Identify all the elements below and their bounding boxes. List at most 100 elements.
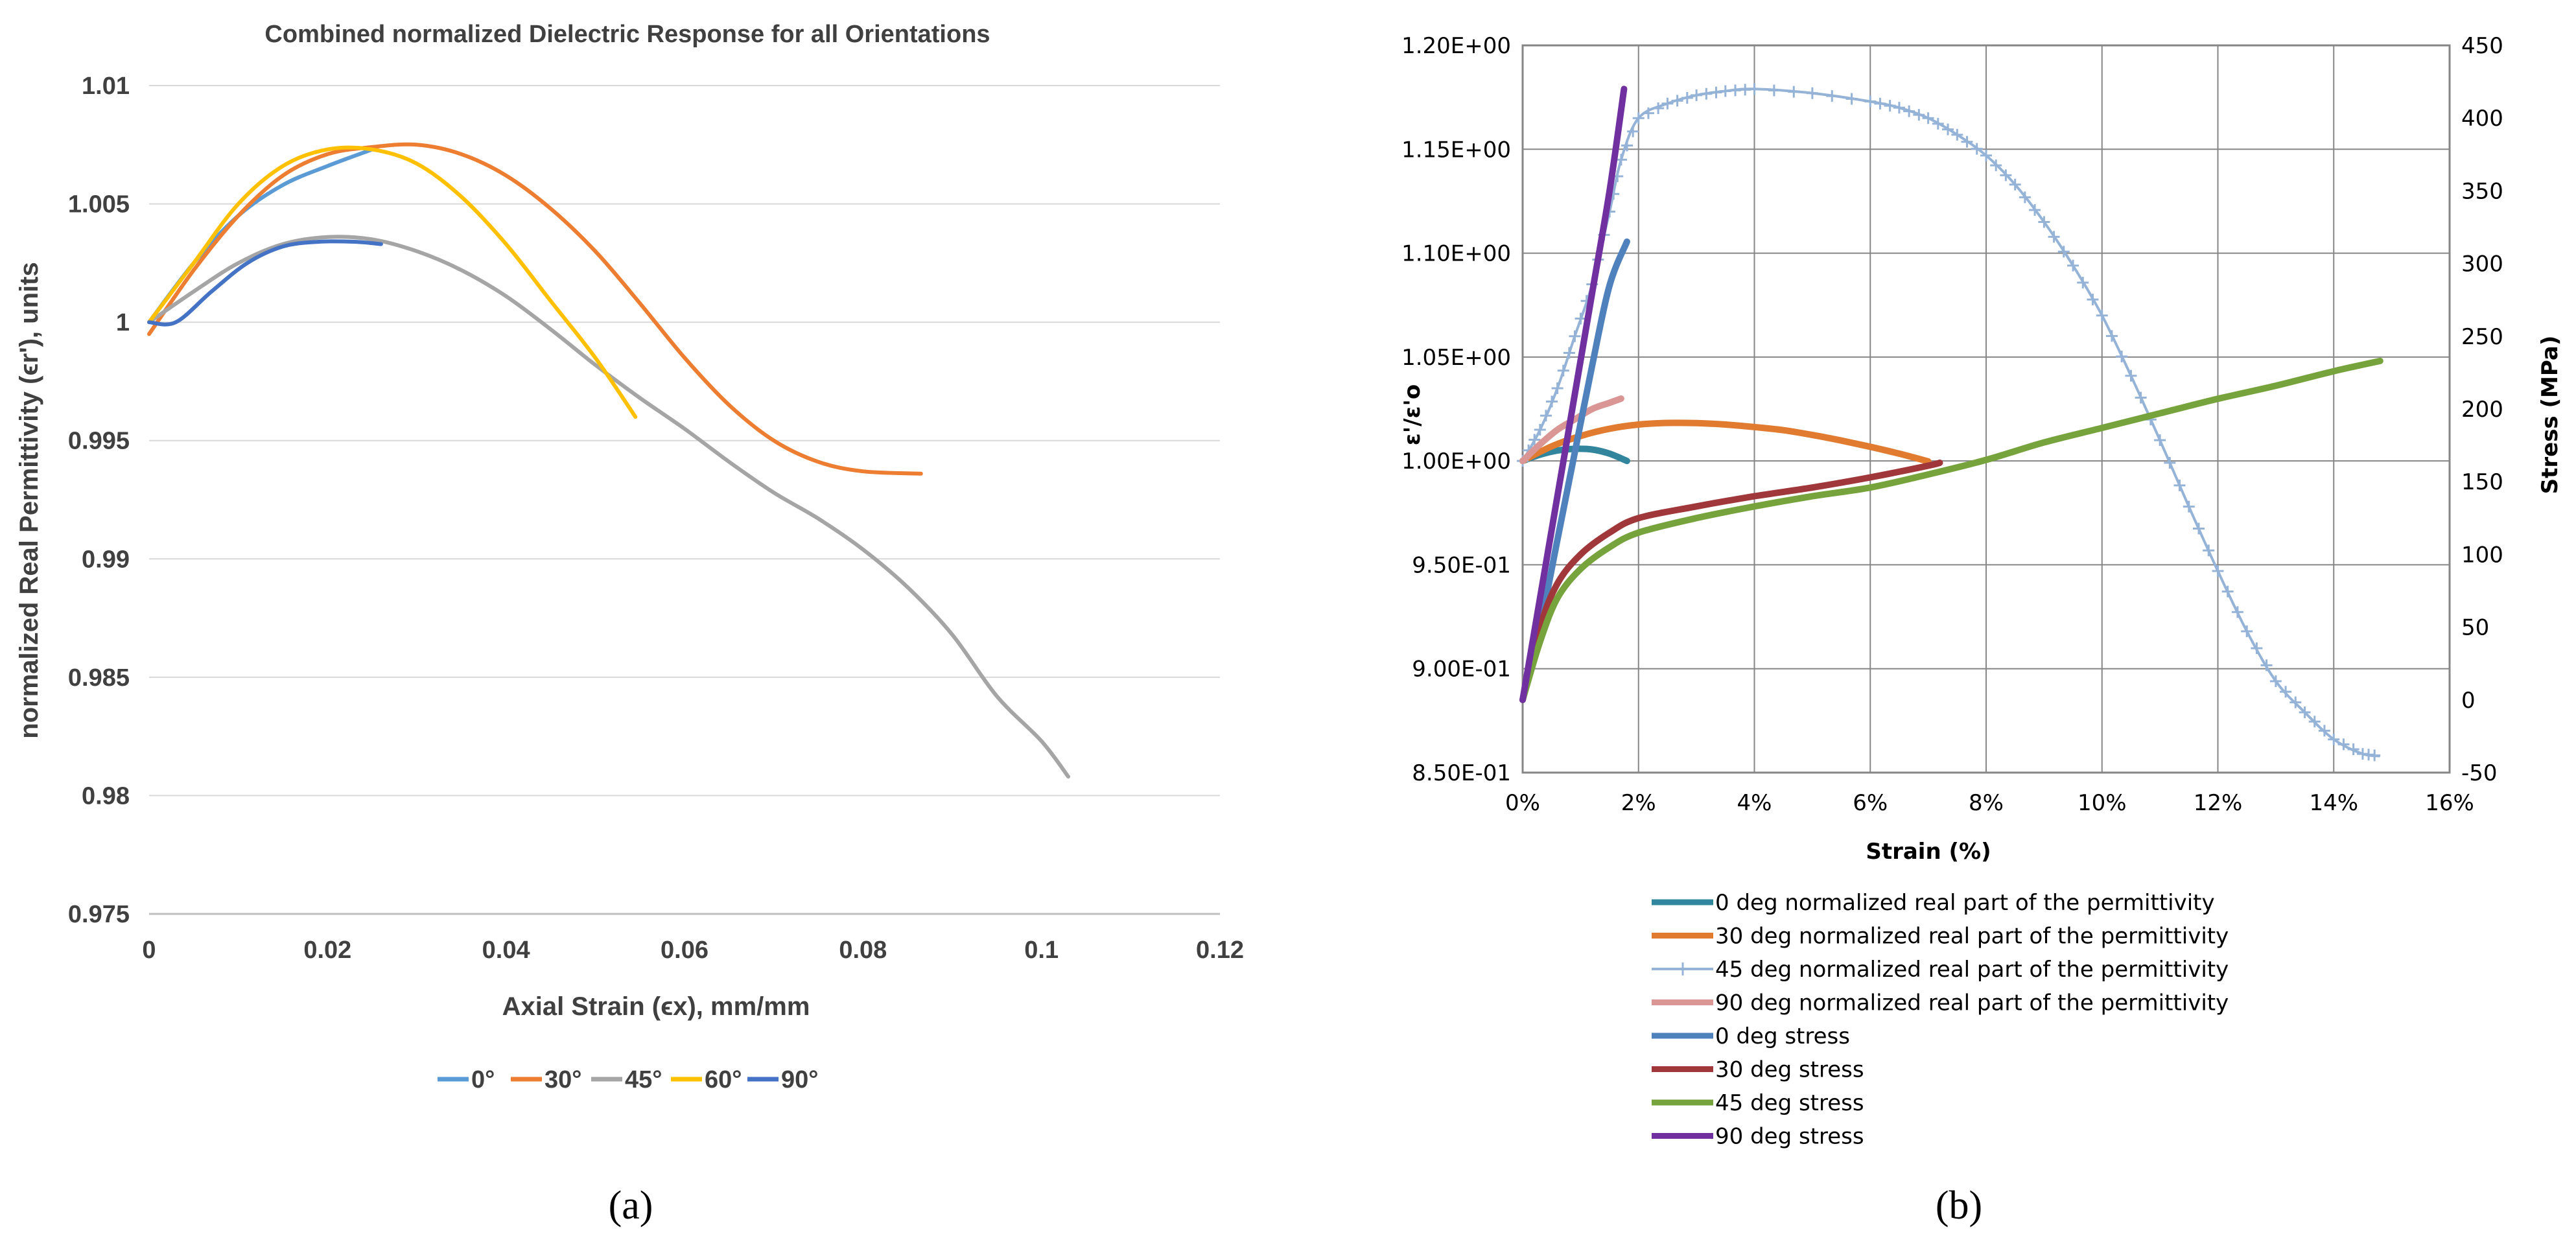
chart-b-plus-marker [1961, 135, 1973, 148]
chart-b-plus-marker [1942, 123, 1954, 135]
chart-b-plus-marker [1551, 382, 1563, 394]
chart-a-y-tick-label: 1.005 [68, 191, 130, 218]
chart-b-plus-marker [2135, 391, 2147, 404]
chart-a-x-tick-label: 0.12 [1196, 937, 1244, 964]
chart-b-plus-marker [1632, 112, 1645, 124]
chart-a-legend-label: 45° [625, 1066, 662, 1093]
chart-a-x-tick-label: 0.06 [661, 937, 708, 964]
chart-b-plus-marker [2231, 606, 2243, 618]
chart-b-plus-marker [2048, 231, 2060, 243]
chart-b-plus-marker [2057, 246, 2070, 258]
chart-b-x-tick-label: 12% [2194, 790, 2243, 816]
chart-a-x-tick-label: 0.02 [303, 937, 351, 964]
chart-b-plus-marker [2029, 204, 2041, 216]
chart-b-plus-marker [1691, 89, 1703, 101]
chart-b-y-tick-label: 9.50E-01 [1412, 552, 1511, 578]
chart-b-y2-tick-label: 200 [2461, 397, 2503, 423]
chart-b-plus-marker [1719, 85, 1731, 97]
chart-a-x-tick-label: 0.1 [1024, 937, 1059, 964]
chart-b-plus-marker [1980, 149, 1992, 161]
chart-b-plus-marker [1700, 88, 1713, 100]
chart-b-plus-marker [1893, 102, 1905, 114]
chart-a-title: Combined normalized Dielectric Response … [264, 21, 990, 48]
chart-b-plus-marker [1540, 410, 1552, 422]
chart-b-plus-marker [1971, 143, 1983, 155]
chart-b-plus-marker [1710, 86, 1722, 99]
chart-b-plus-marker [2280, 686, 2292, 698]
chart-b-x-ticks: 0% 2% 4% 6% 8% 10% 12% 14% 16% [1505, 790, 2474, 816]
chart-a-x-axis-label: Axial Strain (ϵx), mm/mm [502, 992, 810, 1021]
chart-b-plus-marker [2269, 675, 2282, 687]
chart-a-legend-label: 0° [471, 1066, 495, 1093]
chart-b-plus-marker [1627, 125, 1639, 137]
chart-b-plus-marker [1546, 395, 1558, 408]
chart-a-y-tick-label: 1 [116, 309, 130, 336]
chart-b-plus-marker [1932, 117, 1944, 130]
chart-b-y2-tick-label: 150 [2461, 469, 2503, 495]
chart-b-x-tick-label: 14% [2309, 790, 2358, 816]
chart-a-series-line-45 [147, 235, 1070, 779]
caption-a: (a) [609, 1184, 653, 1228]
chart-b-plus-marker [1671, 95, 1683, 107]
chart-b-plus-marker [2154, 434, 2166, 447]
chart-b-plus-marker [2221, 585, 2234, 598]
chart-b-plus-marker [2000, 169, 2012, 181]
chart-a-y-tick-label: 0.99 [82, 546, 130, 573]
chart-b-plus-marker [1806, 87, 1818, 99]
chart-b-plus-marker [2308, 716, 2321, 728]
chart-b-plus-marker [1903, 105, 1915, 117]
chart-b-legend-label: 90 deg stress [1715, 1124, 1864, 1150]
chart-b-plus-marker [2203, 544, 2215, 557]
chart-a-y-tick-label: 0.975 [68, 901, 130, 928]
caption-b: (b) [1936, 1184, 1982, 1228]
chart-a-x-tick-label: 0.08 [839, 937, 887, 964]
chart-b-plus-marker [2183, 500, 2195, 513]
chart-b-legend: 0 deg normalized real part of the permit… [1652, 890, 2229, 1150]
chart-b-y-tick-label: 9.00E-01 [1412, 657, 1511, 683]
chart-b-plot-border [1521, 44, 2451, 774]
chart-b-plus-marker [2318, 725, 2330, 737]
chart-b-y2-tick-label: 400 [2461, 106, 2503, 132]
chart-a-y-ticks: 0.975 0.98 0.985 0.99 0.995 1 1.005 1.01 [68, 73, 130, 928]
chart-a-y-tick-label: 0.995 [68, 428, 130, 455]
chart-b-plus-marker [2328, 733, 2340, 745]
chart-b-legend-marker [1676, 963, 1689, 975]
chart-a-series [147, 142, 1070, 779]
chart-b-plus-marker [1534, 424, 1546, 436]
chart-b-y2-tick-label: 0 [2461, 688, 2476, 714]
chart-b-plus-marker [1661, 97, 1674, 110]
chart-b-series-line-90-deg-stress [1519, 86, 1628, 703]
chart-a-legend-label: 60° [705, 1066, 742, 1093]
chart-b-plus-marker [2369, 749, 2381, 762]
chart-a-x-tick-label: 0 [142, 937, 156, 964]
chart-b-legend-label: 45 deg stress [1715, 1090, 1864, 1116]
chart-b-plus-marker [2077, 276, 2089, 288]
chart-b-y2-tick-label: 250 [2461, 324, 2503, 350]
chart-a-legend-label: 90° [781, 1066, 818, 1093]
chart-b-plus-marker [2337, 738, 2350, 751]
chart-b-plus-marker [1922, 112, 1934, 124]
chart-b-plus-marker [1864, 95, 1877, 108]
chart-b-plus-marker [2009, 178, 2021, 191]
chart-a-y-axis-label: normalized Real Permittivity (ϵr'), unit… [15, 262, 43, 738]
chart-b-y2-tick-label: 300 [2461, 251, 2503, 277]
chart-b-y-tick-label: 1.00E+00 [1401, 449, 1511, 474]
chart-b-plus-marker [2019, 191, 2031, 204]
chart-b-legend-label: 45 deg normalized real part of the permi… [1715, 957, 2229, 983]
chart-b-x-tick-label: 16% [2425, 790, 2474, 816]
chart-b-plus-marker [1874, 97, 1886, 110]
chart-b-plus-marker [2260, 659, 2273, 671]
chart-a-series-line-30 [147, 142, 923, 476]
chart-b-x-tick-label: 0% [1505, 790, 1540, 816]
chart-b-x-tick-label: 4% [1737, 790, 1772, 816]
chart-a-series-line-60 [147, 145, 638, 419]
chart-b-plus-marker [1951, 128, 1963, 141]
chart-b-plus-marker [2087, 294, 2099, 306]
chart-a-legend: 0° 30° 45° 60° 90° [438, 1066, 818, 1093]
chart-b-series-line-30-deg-normalized-real-part-of-the-permittivity [1519, 419, 1932, 465]
chart-b-plus-marker [2125, 369, 2137, 382]
chart-b-x-tick-label: 8% [1969, 790, 2004, 816]
chart-b-plus-marker [1557, 364, 1569, 377]
chart-a-x-tick-label: 0.04 [482, 937, 530, 964]
chart-b-y2-tick-label: 50 [2461, 615, 2489, 641]
